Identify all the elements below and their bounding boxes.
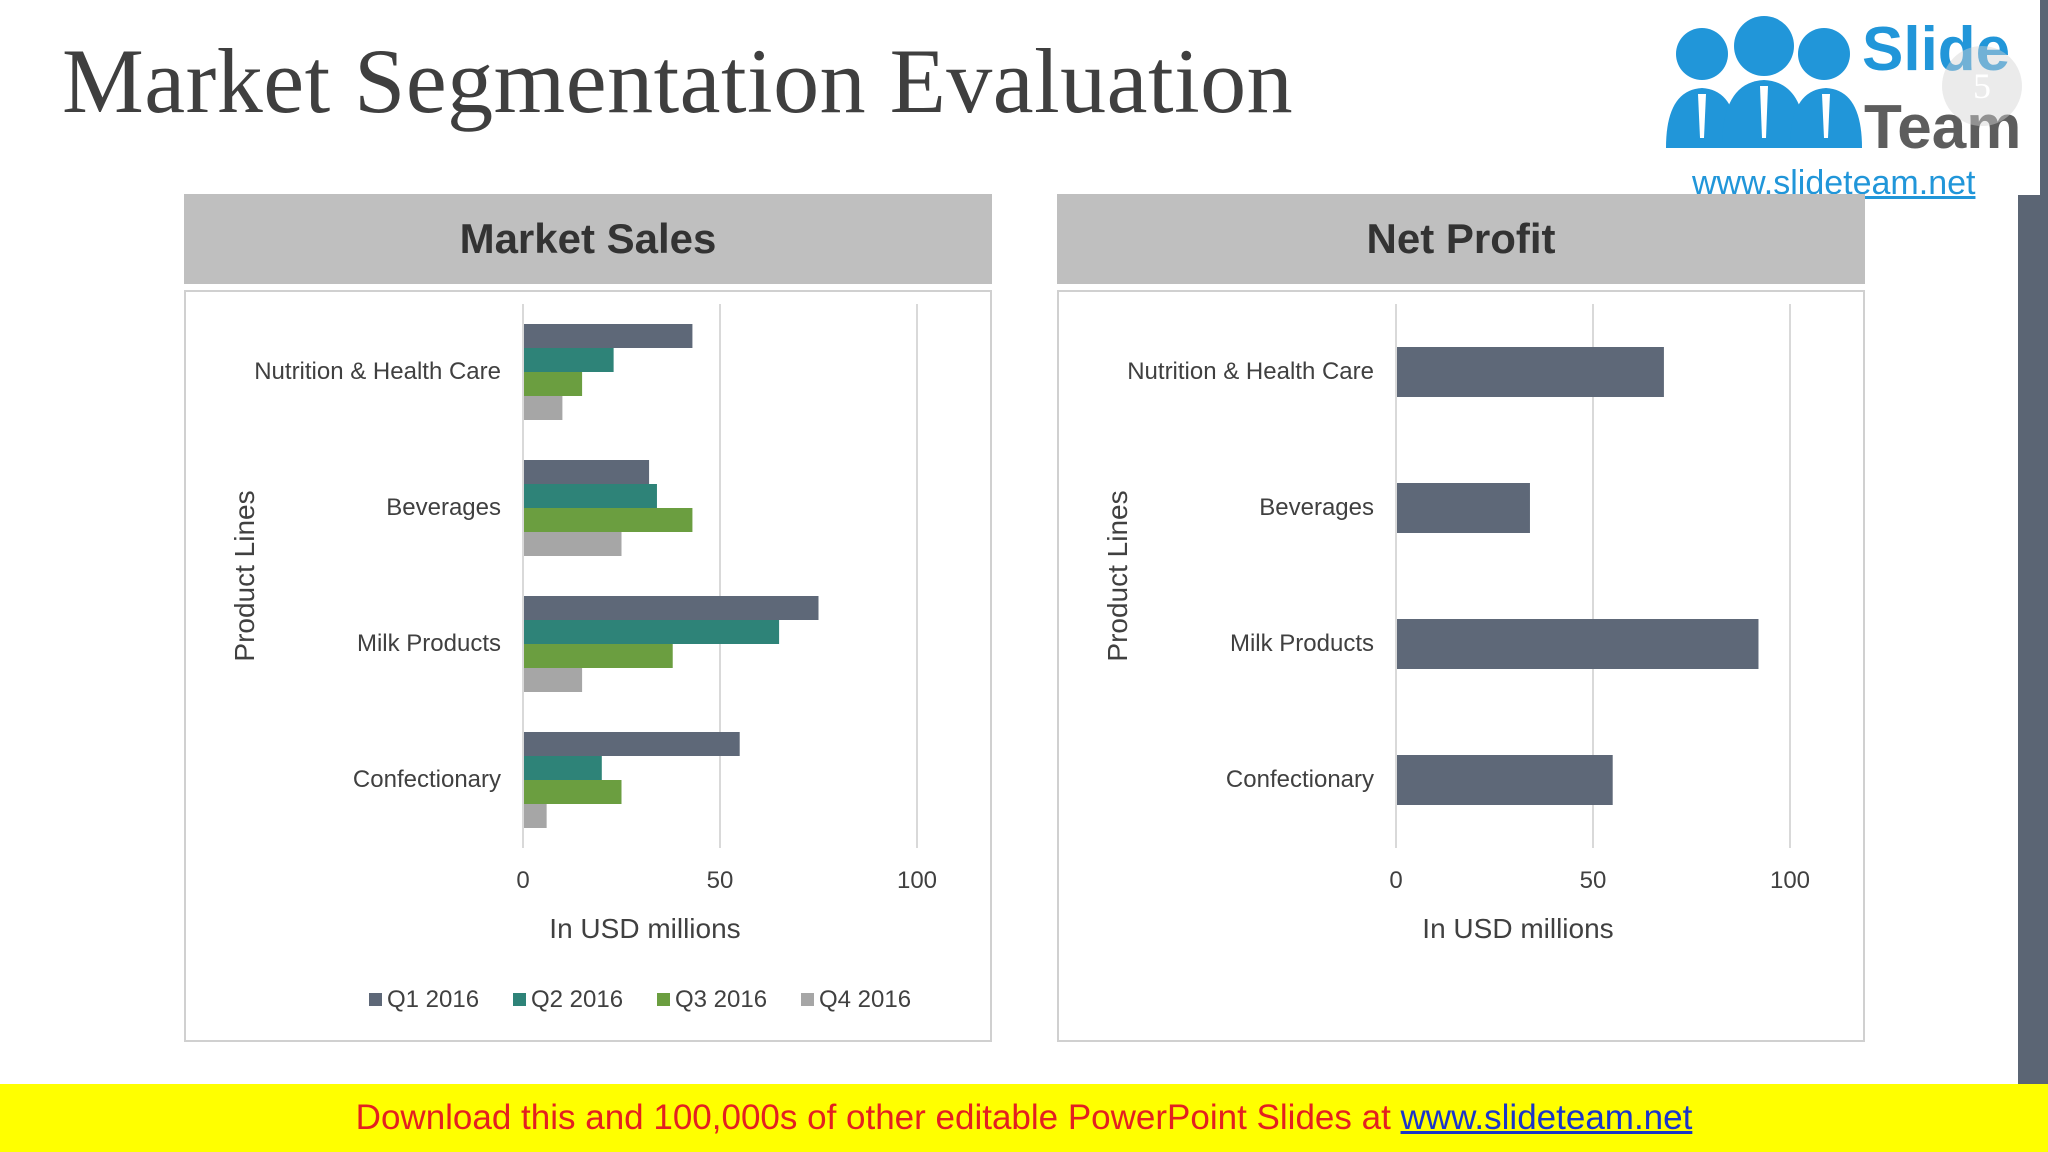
bar [523,732,740,756]
net-profit-panel: Net Profit Nutrition & Health Care Bevera… [1057,194,1865,1042]
legend-label: Q3 2016 [675,986,767,1013]
category-label: Milk Products [357,630,501,657]
bar [523,532,622,556]
bar [523,756,602,780]
download-banner: Download this and 100,000s of other edit… [0,1084,2048,1152]
page-number: 5 [1942,46,2022,126]
banner-text: Download this and 100,000s of other edit… [355,1098,1391,1137]
net-profit-chart-frame: Nutrition & Health Care Beverages Milk Pro… [1057,290,1865,1042]
legend-label: Q2 2016 [531,986,623,1013]
logo-word-team: Team [1864,93,2022,162]
bar [523,324,693,348]
x-tick-label: 0 [516,867,529,894]
legend-label: Q4 2016 [819,986,911,1013]
y-axis-title: Product Lines [1102,490,1133,661]
category-label: Beverages [1259,494,1374,521]
category-label: Nutrition & Health Care [1127,358,1374,385]
market-sales-chart-frame: Nutrition & Health Care Beverages Milk Pro… [184,290,992,1042]
bar [1396,347,1664,397]
net-profit-chart: Nutrition & Health Care Beverages Milk Pro… [1102,304,1810,944]
bar [523,780,622,804]
market-sales-panel: Market Sales Nutrition & Health Care Beve… [184,194,992,1042]
category-label: Milk Products [1230,630,1374,657]
bar [523,668,583,692]
banner-link[interactable]: www.slideteam.net [1400,1098,1693,1137]
x-tick-label: 0 [1389,867,1402,894]
category-label: Nutrition & Health Care [254,358,501,385]
people-icon [1666,16,1862,148]
x-axis-title: In USD millions [549,913,740,944]
slide-title: Market Segmentation Evaluation [62,30,1294,132]
x-tick-label: 50 [1580,867,1607,894]
bar [523,644,673,668]
legend-swatch [513,993,526,1006]
slideteam-logo: Slide Team www.slideteam.net 5 [1640,0,2040,202]
bar [523,460,650,484]
bar [523,372,583,396]
logo-word-slide: Slide [1862,15,2011,84]
bar [523,484,657,508]
x-tick-label: 50 [707,867,734,894]
bar [523,396,563,420]
x-axis-title: In USD millions [1422,913,1613,944]
bar [523,596,819,620]
market-sales-header: Market Sales [184,194,992,284]
bar [523,620,780,644]
bar [523,508,693,532]
category-label: Beverages [386,494,501,521]
legend-label: Q1 2016 [387,986,479,1013]
bar [1396,483,1530,533]
bar [1396,755,1613,805]
category-label: Confectionary [353,766,501,793]
bar [523,348,614,372]
net-profit-header: Net Profit [1057,194,1865,284]
x-tick-label: 100 [897,867,937,894]
legend-swatch [369,993,382,1006]
legend-swatch [657,993,670,1006]
bar [523,804,547,828]
legend-swatch [801,993,814,1006]
y-axis-title: Product Lines [229,490,260,661]
bar [1396,619,1759,669]
market-sales-chart: Nutrition & Health Care Beverages Milk Pro… [229,304,937,1013]
x-tick-label: 100 [1770,867,1810,894]
category-label: Confectionary [1226,766,1374,793]
